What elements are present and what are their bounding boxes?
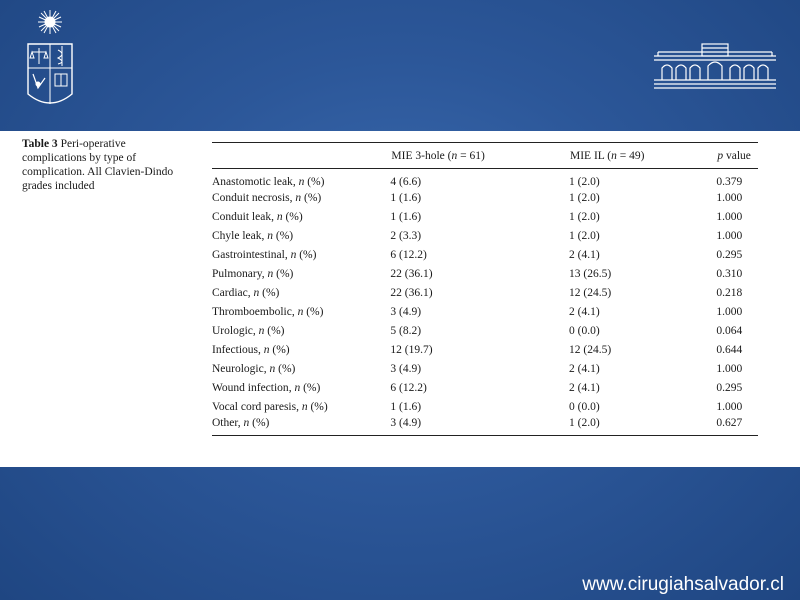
- mie-3-hole-value: 1 (1.6): [390, 191, 422, 204]
- complication-name: Conduit necrosis, n (%): [212, 191, 322, 204]
- table-row: Urologic, n (%) 5 (8.2) 0 (0.0) 0.064: [212, 321, 758, 340]
- table-header-row: MIE 3-hole (n = 61) MIE IL (n = 49) p va…: [212, 142, 758, 169]
- complication-name: Chyle leak, n (%): [212, 229, 294, 242]
- table-row: Neurologic, n (%) 3 (4.9) 2 (4.1) 1.000: [212, 359, 758, 378]
- mie-3-hole-value: 5 (8.2): [390, 324, 422, 337]
- complication-name: Neurologic, n (%): [212, 362, 296, 375]
- table-row: Wound infection, n (%) 6 (12.2) 2 (4.1) 0.2…: [212, 378, 758, 397]
- complication-name: Thromboembolic, n (%): [212, 305, 324, 318]
- p-value: 1.000: [716, 362, 743, 375]
- complication-name: Conduit leak, n (%): [212, 210, 303, 223]
- mie-il-value: 13 (26.5): [569, 267, 612, 280]
- mie-il-value: 1 (2.0): [569, 229, 600, 242]
- table-row: Gastrointestinal, n (%) 6 (12.2) 2 (4.1) 0.…: [212, 245, 758, 264]
- table-row: Pulmonary, n (%) 22 (36.1) 13 (26.5) 0.310: [212, 264, 758, 283]
- mie-3-hole-value: 4 (6.6): [390, 176, 422, 188]
- mie-3-hole-value: 1 (1.6): [390, 400, 422, 413]
- table-caption: Table 3 Peri-operative complications by …: [22, 137, 182, 193]
- mie-il-value: 12 (24.5): [569, 343, 612, 356]
- complication-name: Cardiac, n (%): [212, 286, 280, 299]
- table-row: Chyle leak, n (%) 2 (3.3) 1 (2.0) 1.000: [212, 226, 758, 245]
- table-row: Conduit necrosis, n (%) 1 (1.6) 1 (2.0) 1.0…: [212, 188, 758, 207]
- complications-table: MIE 3-hole (n = 61) MIE IL (n = 49) p va…: [212, 142, 758, 436]
- mie-3-hole-value: 6 (12.2): [390, 381, 427, 394]
- complication-name: Wound infection, n (%): [212, 381, 321, 394]
- complication-name: Other, n (%): [212, 416, 391, 436]
- mie-il-value: 12 (24.5): [569, 286, 612, 299]
- p-value: 1.000: [716, 400, 743, 413]
- p-value: 1.000: [716, 229, 743, 242]
- header-mie-il: MIE IL (n = 49): [569, 142, 717, 169]
- website-url: www.cirugiahsalvador.cl: [582, 574, 784, 595]
- p-value: 0.218: [716, 286, 743, 299]
- slide-content: Table 3 Peri-operative complications by …: [0, 131, 800, 467]
- p-value: 0.627: [716, 416, 758, 436]
- mie-il-value: 2 (4.1): [569, 248, 600, 261]
- mie-3-hole-value: 22 (36.1): [390, 286, 433, 299]
- complication-name: Anastomotic leak, n (%): [212, 176, 325, 188]
- mie-il-value: 1 (2.0): [569, 176, 600, 188]
- mie-3-hole-value: 6 (12.2): [390, 248, 427, 261]
- table-body: Anastomotic leak, n (%) 4 (6.6) 1 (2.0) 0.3…: [212, 169, 758, 436]
- mie-il-value: 0 (0.0): [569, 324, 600, 337]
- mie-3-hole-value: 2 (3.3): [390, 229, 422, 242]
- university-crest-icon: [27, 10, 73, 104]
- header-mie-3-hole: MIE 3-hole (n = 61): [390, 142, 569, 169]
- table-row: Conduit leak, n (%) 1 (1.6) 1 (2.0) 1.000: [212, 207, 758, 226]
- mie-il-value: 2 (4.1): [569, 305, 600, 318]
- mie-3-hole-value: 12 (19.7): [390, 343, 433, 356]
- header-complication: [212, 142, 391, 169]
- p-value: 0.644: [716, 343, 743, 356]
- mie-il-value: 1 (2.0): [569, 210, 600, 223]
- p-value: 0.310: [716, 267, 743, 280]
- complication-name: Gastrointestinal, n (%): [212, 248, 317, 261]
- p-value: 1.000: [716, 191, 743, 204]
- p-value: 1.000: [716, 305, 743, 318]
- p-value: 0.295: [716, 248, 743, 261]
- hospital-building-icon: [654, 43, 776, 89]
- header-p-value: p value: [716, 142, 758, 169]
- table-row: Other, n (%) 3 (4.9) 1 (2.0) 0.627: [212, 416, 758, 436]
- mie-3-hole-value: 22 (36.1): [390, 267, 433, 280]
- table-row: Cardiac, n (%) 22 (36.1) 12 (24.5) 0.218: [212, 283, 758, 302]
- mie-il-value: 2 (4.1): [569, 362, 600, 375]
- mie-il-value: 0 (0.0): [569, 400, 600, 413]
- mie-il-value: 2 (4.1): [569, 381, 600, 394]
- complication-name: Pulmonary, n (%): [212, 267, 294, 280]
- mie-3-hole-value: 3 (4.9): [390, 362, 422, 375]
- mie-3-hole-value: 1 (1.6): [390, 210, 422, 223]
- table-row: Thromboembolic, n (%) 3 (4.9) 2 (4.1) 1.000: [212, 302, 758, 321]
- p-value: 0.064: [716, 324, 743, 337]
- table-row: Vocal cord paresis, n (%) 1 (1.6) 0 (0.0) 1…: [212, 397, 758, 416]
- table-caption-text: Peri-operative complications by type of …: [22, 138, 174, 192]
- p-value: 0.379: [716, 176, 743, 188]
- table-caption-label: Table 3: [22, 138, 58, 150]
- mie-3-hole-value: 3 (4.9): [390, 305, 422, 318]
- complication-name: Urologic, n (%): [212, 324, 285, 337]
- complication-name: Vocal cord paresis, n (%): [212, 400, 328, 413]
- table-row: Infectious, n (%) 12 (19.7) 12 (24.5) 0.644: [212, 340, 758, 359]
- p-value: 1.000: [716, 210, 743, 223]
- complication-name: Infectious, n (%): [212, 343, 290, 356]
- mie-il-value: 1 (2.0): [569, 191, 600, 204]
- mie-il-value: 1 (2.0): [569, 416, 717, 436]
- table-row: Anastomotic leak, n (%) 4 (6.6) 1 (2.0) 0.3…: [212, 169, 758, 188]
- p-value: 0.295: [716, 381, 743, 394]
- mie-3-hole-value: 3 (4.9): [390, 416, 569, 436]
